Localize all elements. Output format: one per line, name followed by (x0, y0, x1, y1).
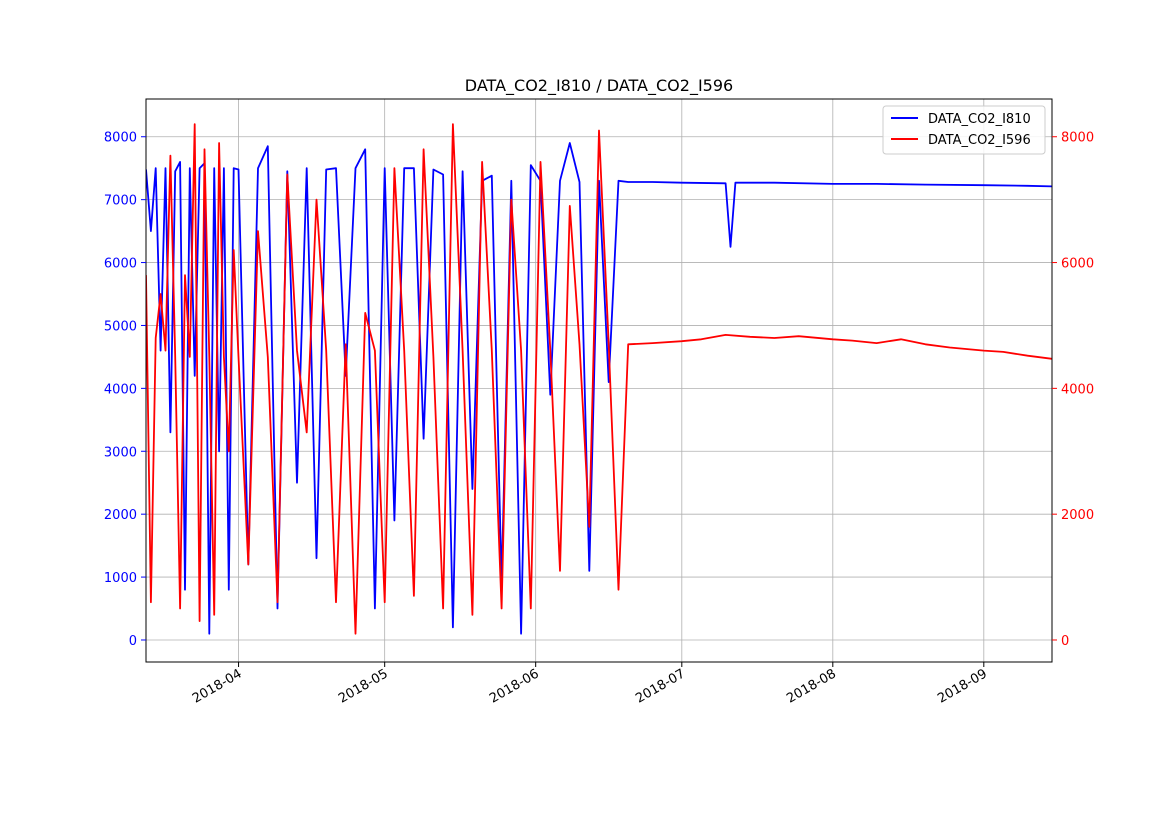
y2-tick-label: 0 (1061, 634, 1069, 649)
y-tick-label: 6000 (104, 257, 137, 272)
y-tick-label: 1000 (104, 571, 137, 586)
y-tick-label: 7000 (104, 194, 137, 209)
y-tick-label: 3000 (104, 445, 137, 460)
y2-tick-label: 8000 (1061, 131, 1094, 146)
legend-label-co2-i596: DATA_CO2_I596 (928, 133, 1031, 148)
y-tick-label: 5000 (104, 319, 137, 334)
y2-tick-label: 4000 (1061, 382, 1094, 397)
y-axis-left: 0 1000 2000 3000 4000 5000 6000 7000 8000 (104, 131, 146, 649)
series-line-co2-i596 (146, 123, 1052, 635)
y-tick-label: 8000 (104, 131, 137, 146)
y-axis-right: 0 2000 4000 6000 8000 (1052, 131, 1094, 649)
chart-title: DATA_CO2_I810 / DATA_CO2_I596 (465, 76, 733, 96)
y2-tick-label: 6000 (1061, 257, 1094, 272)
y-tick-label: 2000 (104, 508, 137, 523)
legend-label-co2-i810: DATA_CO2_I810 (928, 112, 1031, 127)
legend-box (882, 105, 1046, 155)
plot-frame (145, 98, 1053, 663)
legend: DATA_CO2_I810 DATA_CO2_I596 (882, 105, 1046, 155)
series-layer (146, 123, 1052, 635)
y2-tick-label: 2000 (1061, 508, 1094, 523)
y-tick-label: 0 (129, 634, 137, 649)
y-tick-label: 4000 (104, 382, 137, 397)
